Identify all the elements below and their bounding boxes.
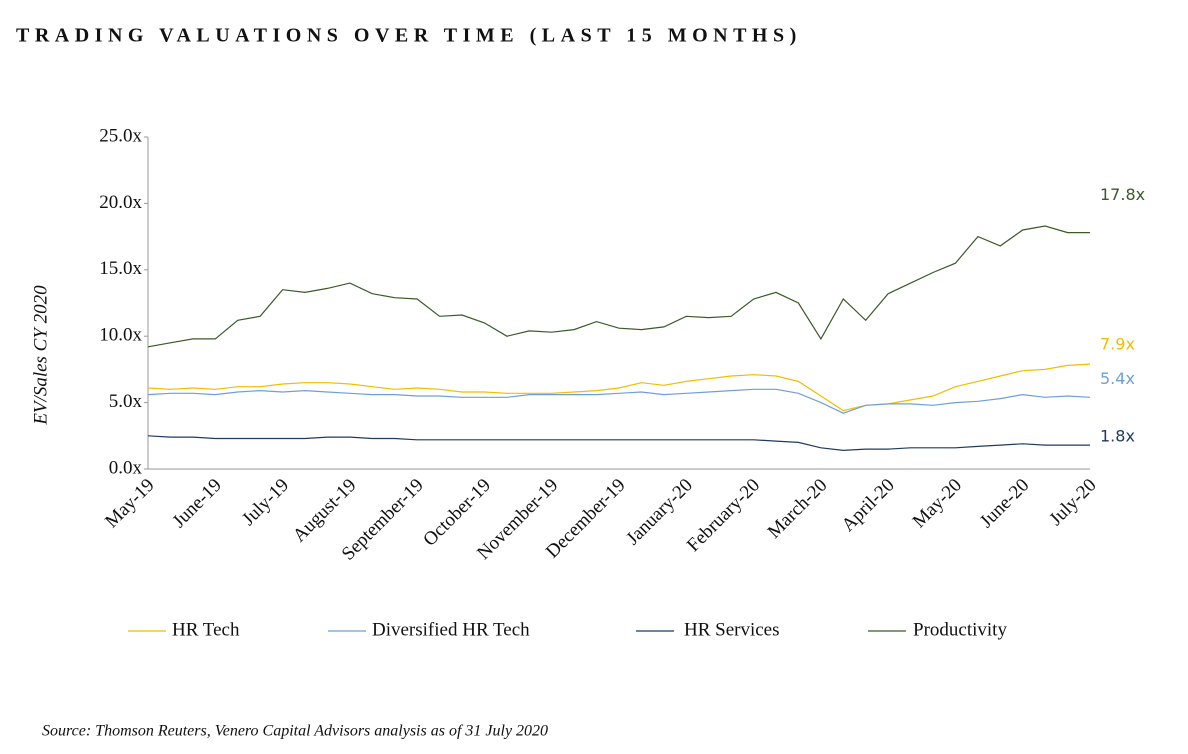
end-label: 17.8x <box>1100 185 1145 204</box>
y-tick-label: 15.0x <box>99 258 142 279</box>
y-tick-label: 5.0x <box>109 391 143 412</box>
series-line <box>147 388 1091 414</box>
x-tick-label: April-20 <box>838 475 899 536</box>
series-line <box>147 225 1090 348</box>
x-tick-label: July-19 <box>238 475 293 530</box>
x-tick-label: June-20 <box>976 475 1033 532</box>
y-tick-label: 0.0x <box>109 457 143 478</box>
end-label: 5.4x <box>1100 369 1135 388</box>
legend-label: HR Services <box>684 619 780 640</box>
series-line <box>147 363 1091 412</box>
y-axis-label: EV/Sales CY 2020 <box>30 285 51 426</box>
y-tick-label: 20.0x <box>99 192 142 213</box>
x-tick-label: March-20 <box>764 475 832 543</box>
x-tick-label: July-20 <box>1045 475 1100 530</box>
end-label: 7.9x <box>1100 335 1135 354</box>
legend-label: Diversified HR Tech <box>372 619 530 640</box>
x-tick-label: February-20 <box>683 475 764 556</box>
source-note: Source: Thomson Reuters, Venero Capital … <box>42 723 548 740</box>
x-tick-label: May-20 <box>909 475 966 532</box>
x-tick-label: June-19 <box>169 475 226 532</box>
end-label: 1.8x <box>1100 427 1135 446</box>
chart-title: TRADING VALUATIONS OVER TIME (LAST 15 MO… <box>16 25 802 47</box>
series-line <box>147 435 1090 452</box>
legend-label: Productivity <box>913 619 1007 640</box>
legend-label: HR Tech <box>172 619 240 640</box>
x-tick-label: May-19 <box>101 475 158 532</box>
x-tick-label: August-19 <box>289 475 361 547</box>
y-tick-label: 10.0x <box>99 325 142 346</box>
y-tick-label: 25.0x <box>99 125 142 146</box>
